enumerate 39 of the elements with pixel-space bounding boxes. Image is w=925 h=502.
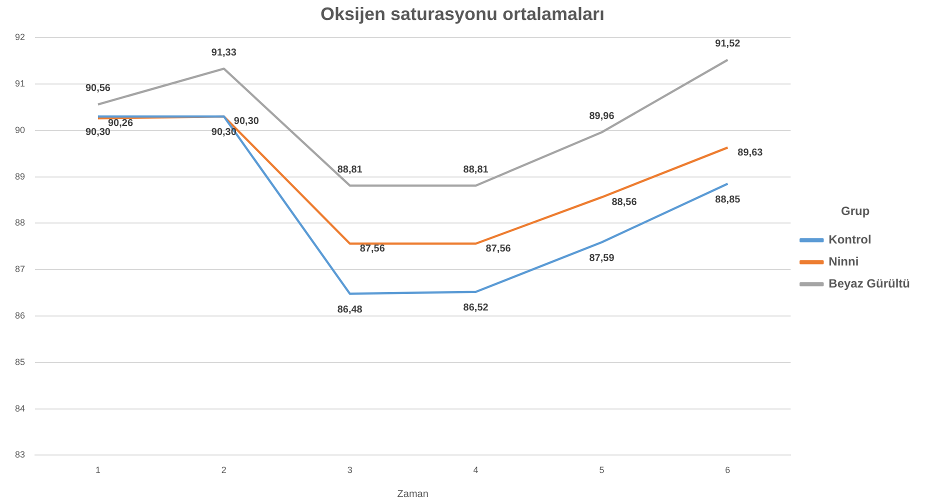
data-label: 86,52 (463, 302, 489, 314)
x-tick-label: 4 (473, 465, 478, 476)
data-label: 90,26 (108, 118, 134, 130)
y-tick-label: 90 (14, 124, 26, 135)
y-tick-label: 89 (14, 171, 26, 182)
legend-label: Kontrol (828, 232, 872, 247)
chart-title: Oksijen saturasyonu ortalamaları (320, 4, 605, 24)
data-label: 91,33 (211, 47, 237, 58)
data-label: 89,63 (738, 147, 764, 158)
y-tick-label: 87 (14, 264, 26, 274)
x-tick-label: 3 (347, 465, 352, 476)
data-label: 91,52 (715, 38, 741, 50)
y-tick-label: 86 (14, 310, 26, 320)
data-label: 90,56 (85, 83, 111, 94)
x-axis-title: Zaman (397, 488, 428, 500)
legend-label: Ninni (828, 254, 859, 269)
y-tick-label: 83 (14, 450, 26, 460)
y-tick-label: 84 (14, 403, 26, 414)
x-tick-label: 2 (221, 465, 226, 476)
data-label: 88,81 (463, 164, 489, 176)
data-label: 86,48 (337, 304, 363, 316)
x-tick-label: 5 (599, 465, 604, 476)
data-label: 90,30 (85, 127, 111, 138)
x-tick-label: 1 (95, 465, 100, 476)
y-tick-label: 88 (14, 218, 26, 228)
y-tick-label: 91 (14, 78, 26, 88)
data-label: 87,56 (360, 243, 386, 254)
y-tick-label: 85 (14, 356, 26, 367)
x-tick-label: 6 (725, 465, 730, 476)
data-label: 90,30 (234, 116, 260, 128)
data-label: 88,85 (715, 194, 741, 206)
data-label: 88,56 (612, 196, 638, 208)
y-tick-label: 92 (14, 32, 26, 42)
data-label: 87,56 (486, 243, 512, 254)
legend-title: Grup (840, 204, 870, 218)
data-label: 87,59 (589, 252, 615, 264)
legend-label: Beyaz Gürültü (828, 276, 910, 291)
data-label: 89,96 (589, 111, 615, 122)
data-label: 88,81 (337, 164, 363, 176)
